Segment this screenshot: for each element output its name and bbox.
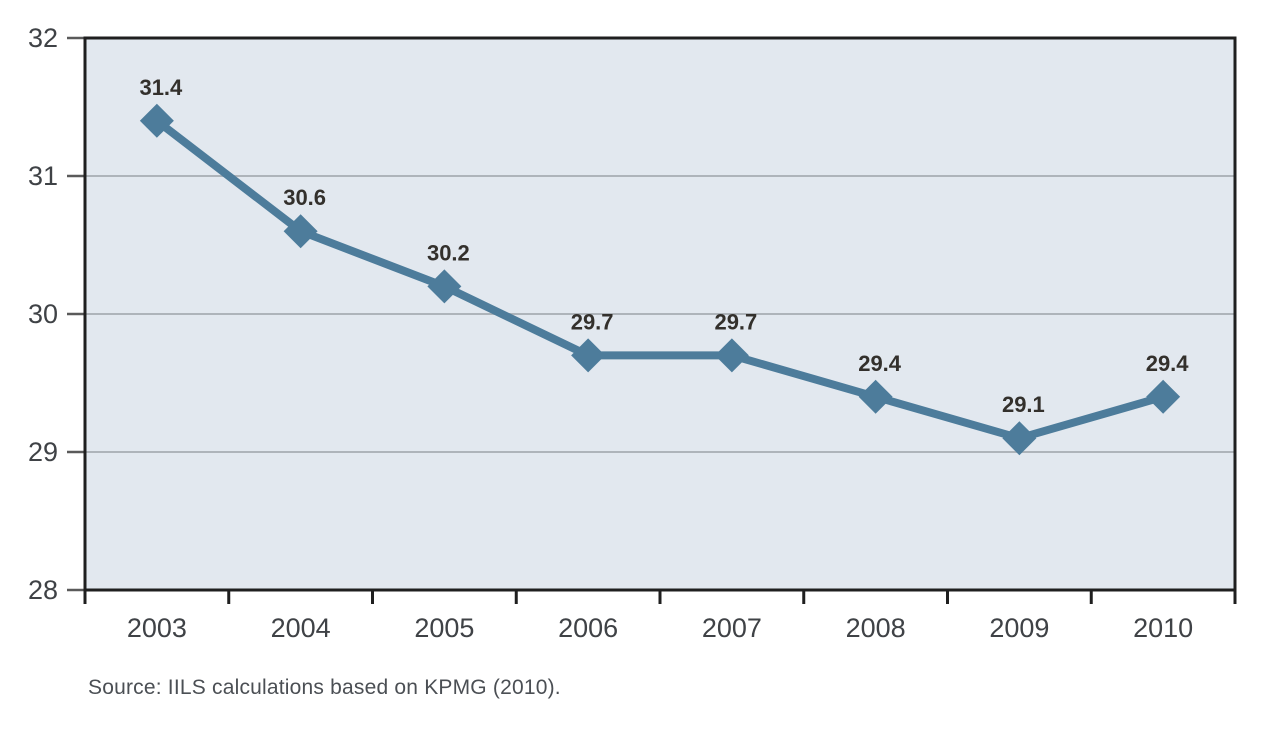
- data-point-label: 29.4: [1146, 351, 1190, 376]
- x-axis-label: 2009: [989, 613, 1049, 643]
- data-point-label: 31.4: [139, 75, 183, 100]
- data-point-label: 30.6: [283, 185, 326, 210]
- y-axis-label: 30: [28, 299, 58, 329]
- data-point-label: 29.7: [714, 309, 757, 334]
- x-axis-label: 2008: [846, 613, 906, 643]
- x-axis-label: 2007: [702, 613, 762, 643]
- data-point-marker: [1146, 379, 1181, 414]
- data-point-marker: [139, 103, 174, 138]
- data-point-label: 30.2: [427, 240, 470, 265]
- plot-border: [83, 36, 1237, 592]
- data-point-marker: [858, 379, 893, 414]
- y-axis-label: 28: [28, 575, 58, 605]
- x-axis-label: 2010: [1133, 613, 1193, 643]
- data-point-label: 29.4: [858, 351, 902, 376]
- y-axis-label: 32: [28, 23, 58, 53]
- x-axis-label: 2006: [558, 613, 618, 643]
- y-axis-label: 31: [28, 161, 58, 191]
- x-axis-label: 2004: [271, 613, 331, 643]
- data-point-marker: [571, 338, 606, 373]
- x-axis-label: 2005: [414, 613, 474, 643]
- data-point-marker: [1002, 421, 1037, 456]
- data-point-label: 29.7: [571, 309, 614, 334]
- data-line: [152, 116, 1168, 443]
- y-axis-label: 29: [28, 437, 58, 467]
- data-point-marker: [714, 338, 749, 373]
- source-note: Source: IILS calculations based on KPMG …: [88, 676, 561, 699]
- x-axis-label: 2003: [127, 613, 187, 643]
- data-point-marker: [283, 214, 318, 249]
- data-point-label: 29.1: [1002, 392, 1045, 417]
- data-point-marker: [427, 269, 462, 304]
